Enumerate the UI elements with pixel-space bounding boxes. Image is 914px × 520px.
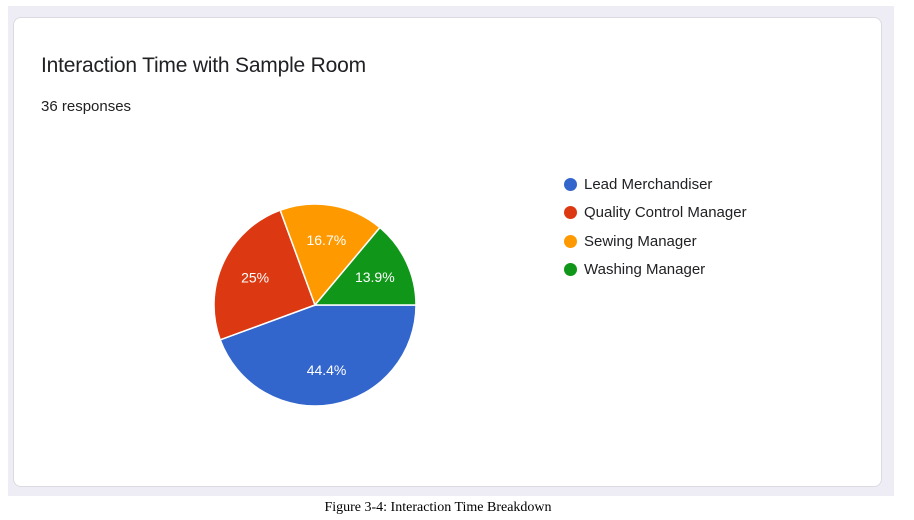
- pie-slice-label: 16.7%: [306, 232, 346, 248]
- legend-swatch-icon: [564, 206, 577, 220]
- pie-slice-label: 25%: [241, 269, 269, 285]
- legend-item-sewing-manager[interactable]: Sewing Manager: [564, 227, 747, 256]
- legend-swatch-icon: [564, 263, 577, 277]
- legend-swatch-icon: [564, 234, 577, 248]
- pie-slice-label: 44.4%: [307, 362, 347, 378]
- legend-label: Washing Manager: [584, 261, 706, 279]
- legend-label: Lead Merchandiser: [584, 175, 713, 193]
- legend-label: Quality Control Manager: [584, 204, 747, 222]
- legend-swatch-icon: [564, 177, 577, 191]
- pie-slice-lead-merchandiser[interactable]: [219, 304, 417, 407]
- response-count: 36 responses: [41, 98, 132, 115]
- legend-item-lead-merchandiser[interactable]: Lead Merchandiser: [564, 170, 747, 199]
- pie-slice-sewing-manager[interactable]: [279, 203, 381, 307]
- pie-slice-labels: 44.4% 25% 16.7% 13.9%: [241, 232, 395, 378]
- chart-legend: Lead Merchandiser Quality Control Manage…: [564, 170, 747, 284]
- pie-slice-label: 13.9%: [355, 269, 395, 285]
- pie-slice-quality-control-manager[interactable]: [213, 209, 316, 341]
- pie-chart: 44.4% 25% 16.7% 13.9%: [213, 203, 417, 407]
- figure-caption: Figure 3-4: Interaction Time Breakdown: [324, 500, 552, 515]
- legend-item-quality-control-manager[interactable]: Quality Control Manager: [564, 199, 747, 228]
- legend-label: Sewing Manager: [584, 232, 697, 250]
- chart-card: Interaction Time with Sample Room 36 res…: [13, 17, 882, 487]
- chart-title: Interaction Time with Sample Room: [41, 54, 366, 77]
- legend-item-washing-manager[interactable]: Washing Manager: [564, 256, 747, 285]
- pie-slice-washing-manager[interactable]: [313, 226, 417, 306]
- pie-slices: [213, 203, 417, 407]
